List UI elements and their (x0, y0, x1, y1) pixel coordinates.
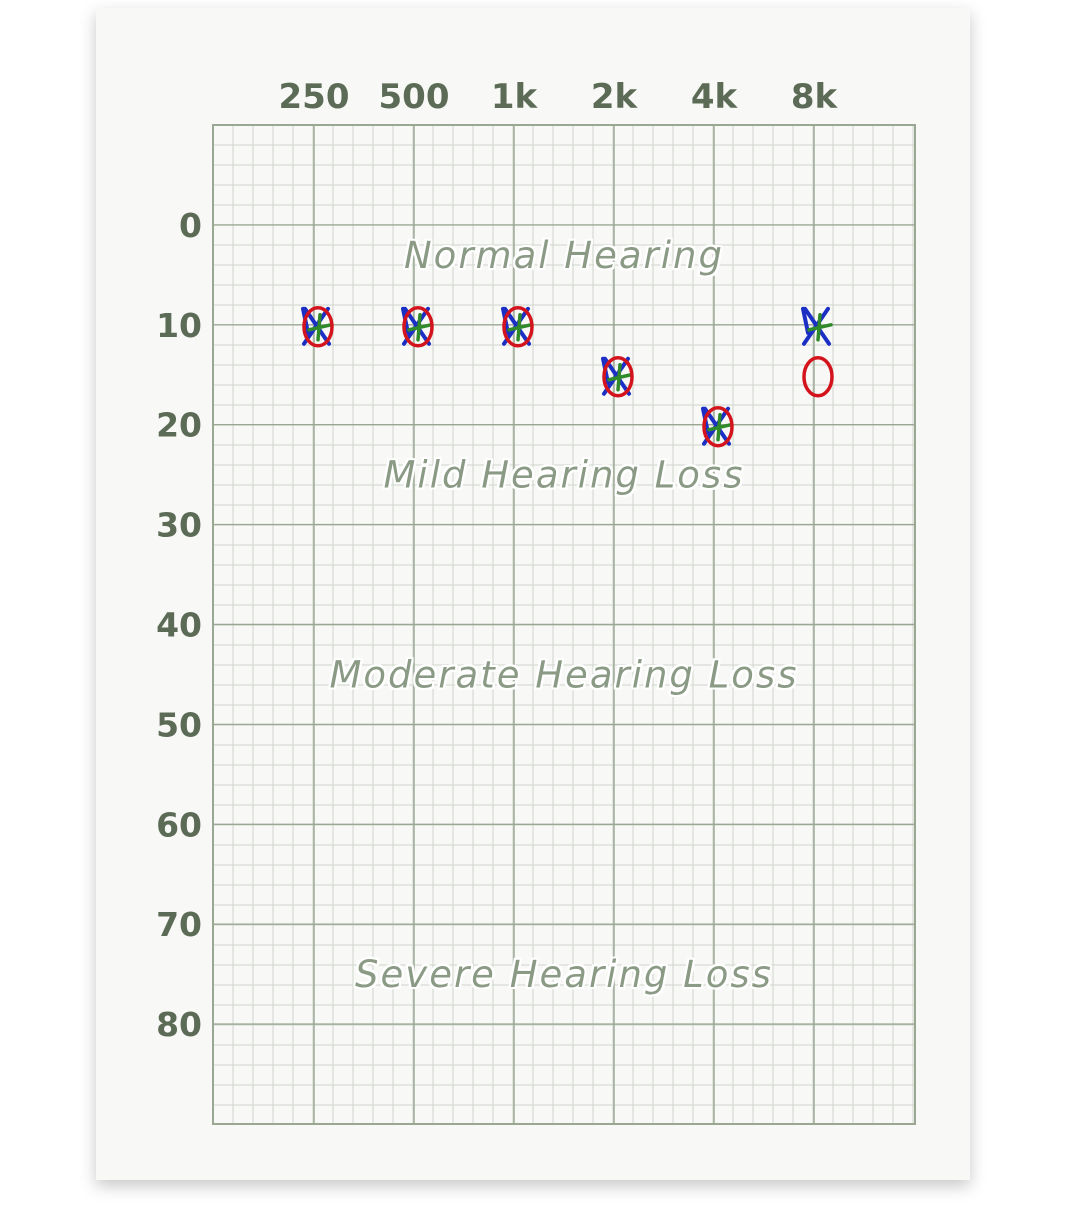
x-tick-label: 1k (491, 77, 539, 117)
green-marker (507, 313, 533, 342)
region-label: Normal Hearing (404, 234, 724, 277)
grid-major (212, 124, 916, 1125)
y-tick-label: 60 (156, 805, 202, 844)
y-tick-label: 40 (156, 606, 202, 645)
x-tick-label: 4k (691, 77, 739, 117)
y-tick-label: 70 (156, 905, 202, 944)
x-tick-label: 250 (279, 77, 350, 117)
region-label: Mild Hearing Loss (384, 454, 745, 497)
region-label: Moderate Hearing Loss (330, 653, 799, 696)
y-tick-label: 80 (156, 1005, 202, 1044)
right-ear-o-marker (602, 356, 634, 398)
green-marker (607, 363, 633, 392)
green-marker (807, 313, 833, 342)
right-ear-o-marker (802, 356, 834, 398)
green-marker (307, 313, 333, 342)
y-tick-label: 0 (179, 206, 202, 245)
x-axis-ticks: 250 500 1k 2k 4k 8k (279, 77, 839, 117)
right-ear-o-marker (402, 306, 434, 348)
right-ear-o-marker (702, 405, 734, 448)
x-tick-label: 8k (791, 77, 839, 117)
y-tick-label: 30 (156, 506, 202, 545)
region-labels: Normal Hearing Mild Hearing Loss Moderate … (330, 234, 799, 996)
y-tick-label: 10 (156, 306, 202, 345)
data-marks (301, 306, 834, 448)
y-tick-label: 50 (156, 705, 202, 744)
right-ear-o-marker (502, 306, 534, 348)
green-marker (407, 313, 433, 342)
y-axis-ticks: 0 10 20 30 40 50 60 70 80 (156, 206, 202, 1044)
right-ear-o-marker (302, 306, 334, 348)
x-tick-label: 2k (591, 77, 639, 117)
y-tick-label: 20 (156, 406, 202, 445)
region-label: Severe Hearing Loss (355, 953, 773, 996)
x-tick-label: 500 (379, 77, 450, 117)
plot-frame (212, 124, 916, 1125)
green-marker (707, 412, 733, 442)
